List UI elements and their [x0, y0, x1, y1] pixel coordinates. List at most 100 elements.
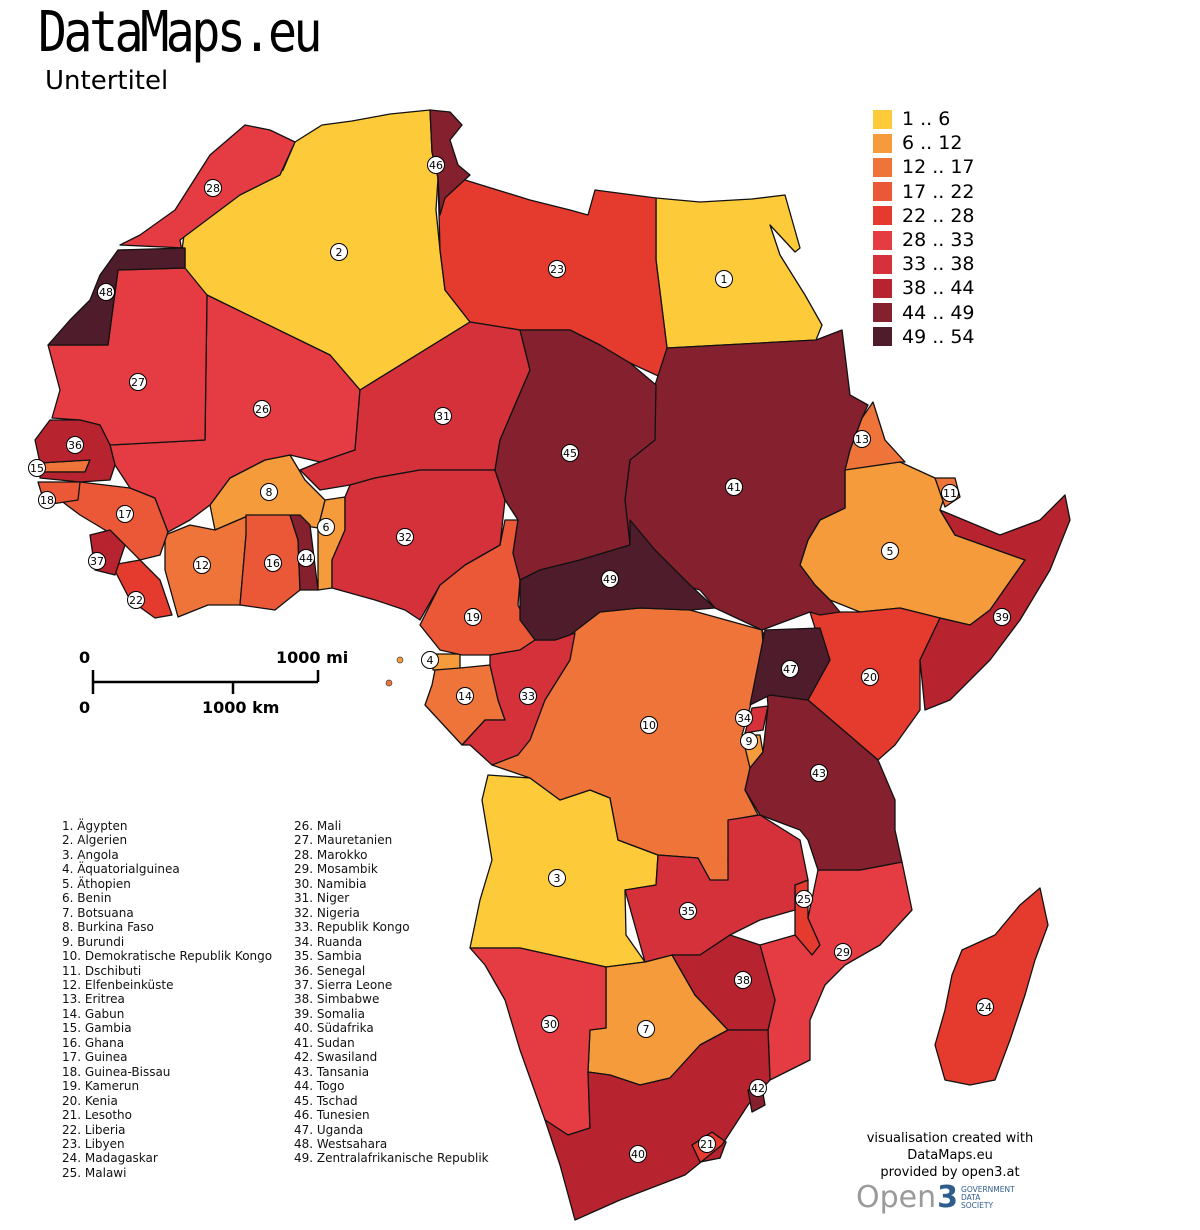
country-number-marker: 33 — [519, 687, 537, 705]
country-number-marker: 21 — [698, 1135, 716, 1153]
country-number-label: 11 — [943, 487, 957, 500]
country-list-item: 18. Guinea-Bissau — [62, 1064, 171, 1079]
country-marokko[interactable] — [119, 124, 296, 269]
legend-label: 12 .. 17 — [902, 156, 975, 179]
legend-label: 6 .. 12 — [902, 132, 963, 155]
country-tansania[interactable] — [744, 629, 903, 871]
country-number-marker: 37 — [88, 552, 106, 570]
legend-swatch — [873, 133, 892, 153]
scale-km-label: 1000 km — [202, 698, 280, 717]
country-list-item: 4. Äquatorialguinea — [62, 862, 180, 877]
country-number-marker: 7 — [637, 1020, 655, 1038]
country-südafrika[interactable] — [544, 1029, 771, 1221]
country-number-marker: 20 — [861, 668, 879, 686]
map-title: DataMaps.eu — [38, 0, 323, 65]
country-list-item: 26. Mali — [294, 819, 342, 833]
country-liberia[interactable] — [111, 559, 173, 619]
country-nigeria[interactable] — [331, 469, 506, 621]
country-number-marker: 3 — [548, 869, 566, 887]
country-number-marker: 4 — [421, 651, 439, 669]
country-list-item: 9. Burundi — [62, 934, 125, 949]
country-namibia[interactable] — [469, 947, 607, 1136]
country-ägypten[interactable] — [655, 194, 823, 349]
country-number-marker: 10 — [640, 716, 658, 734]
country-number-marker: 49 — [601, 570, 619, 588]
legend-swatch — [873, 157, 892, 177]
country-mosambik[interactable] — [759, 861, 913, 1081]
country-madagaskar[interactable] — [934, 887, 1049, 1086]
legend-label: 44 .. 49 — [902, 301, 975, 324]
country-list-item: 32. Nigeria — [294, 905, 360, 920]
credits-line-1: visualisation created with — [866, 1131, 1034, 1146]
country-number-label: 21 — [700, 1138, 714, 1151]
country-number-label: 44 — [299, 552, 313, 565]
country-list-item: 28. Marokko — [294, 847, 368, 862]
country-number-marker: 47 — [781, 660, 799, 678]
legend-swatch — [873, 206, 892, 226]
country-number-marker: 32 — [396, 528, 414, 546]
country-list-column-2: 26. Mali 27. Mauretanien 28. Marokko 29. Mo… — [294, 819, 489, 1166]
country-mauretanien[interactable] — [47, 267, 208, 446]
island-marker — [396, 656, 404, 664]
country-number-label: 5 — [887, 545, 894, 558]
country-number-marker: 45 — [561, 444, 579, 462]
country-list-column-1: 1. Ägypten 2. Algerien 3. Angola 4. Äquator… — [62, 819, 272, 1180]
country-number-marker: 35 — [679, 902, 697, 920]
country-number-marker: 38 — [734, 971, 752, 989]
country-number-label: 4 — [427, 654, 434, 667]
country-number-marker: 34 — [735, 709, 753, 727]
country-number-label: 23 — [550, 263, 564, 276]
country-number-label: 22 — [129, 594, 143, 607]
open3-logo-number: 3 — [937, 1180, 959, 1215]
country-number-label: 12 — [195, 559, 209, 572]
country-kamerun[interactable] — [419, 519, 536, 656]
country-number-label: 7 — [643, 1023, 650, 1036]
legend-swatch — [873, 327, 892, 347]
country-number-marker: 15 — [28, 459, 46, 477]
country-list-item: 7. Botsuana — [62, 905, 134, 920]
country-list-item: 8. Burkina Faso — [62, 920, 154, 935]
country-number-label: 36 — [68, 439, 82, 452]
country-number-marker: 42 — [749, 1079, 767, 1097]
country-number-label: 29 — [836, 946, 850, 959]
country-list-item: 11. Dschibuti — [62, 963, 142, 978]
country-guinea[interactable] — [41, 481, 169, 561]
country-list-item: 35. Sambia — [294, 949, 362, 964]
country-number-label: 31 — [436, 410, 450, 423]
country-number-marker: 5 — [881, 542, 899, 560]
country-list-item: 38. Simbabwe — [294, 992, 380, 1007]
country-number-label: 28 — [206, 182, 220, 195]
country-number-marker: 24 — [976, 998, 994, 1016]
country-number-label: 9 — [746, 735, 753, 748]
country-list-item: 5. Äthopien — [62, 876, 131, 891]
country-number-marker: 43 — [810, 764, 828, 782]
country-somalia[interactable] — [919, 494, 1071, 711]
country-list-item: 42. Swasiland — [294, 1050, 378, 1065]
country-list-item: 36. Senegal — [294, 963, 366, 978]
country-number-marker: 19 — [464, 608, 482, 626]
legend-swatch — [873, 109, 892, 129]
country-simbabwe[interactable] — [671, 934, 776, 1031]
legend-item: 12 .. 17 — [873, 155, 975, 179]
country-number-label: 46 — [429, 159, 443, 172]
country-number-marker: 44 — [297, 549, 315, 567]
country-number-marker: 14 — [456, 687, 474, 705]
country-number-label: 2 — [336, 246, 343, 259]
country-number-label: 6 — [323, 521, 330, 534]
country-number-marker: 18 — [38, 491, 56, 509]
credits-line-3: provided by open3.at — [880, 1165, 1020, 1180]
legend-label: 33 .. 38 — [902, 253, 975, 276]
country-list-item: 21. Lesotho — [62, 1108, 133, 1123]
country-number-label: 14 — [458, 690, 472, 703]
country-number-label: 34 — [737, 712, 751, 725]
legend-item: 6 .. 12 — [873, 131, 975, 155]
country-number-label: 32 — [398, 531, 412, 544]
country-number-marker: 11 — [941, 484, 959, 502]
country-list-item: 31. Niger — [294, 891, 350, 906]
country-westsahara[interactable] — [47, 247, 186, 346]
open3-logo[interactable]: Open 3 GOVERNMENT DATA SOCIETY — [856, 1180, 1015, 1215]
country-list-item: 13. Eritrea — [62, 992, 125, 1007]
legend-label: 22 .. 28 — [902, 204, 975, 227]
legend-swatch — [873, 254, 892, 274]
country-list-item: 25. Malawi — [62, 1165, 127, 1180]
